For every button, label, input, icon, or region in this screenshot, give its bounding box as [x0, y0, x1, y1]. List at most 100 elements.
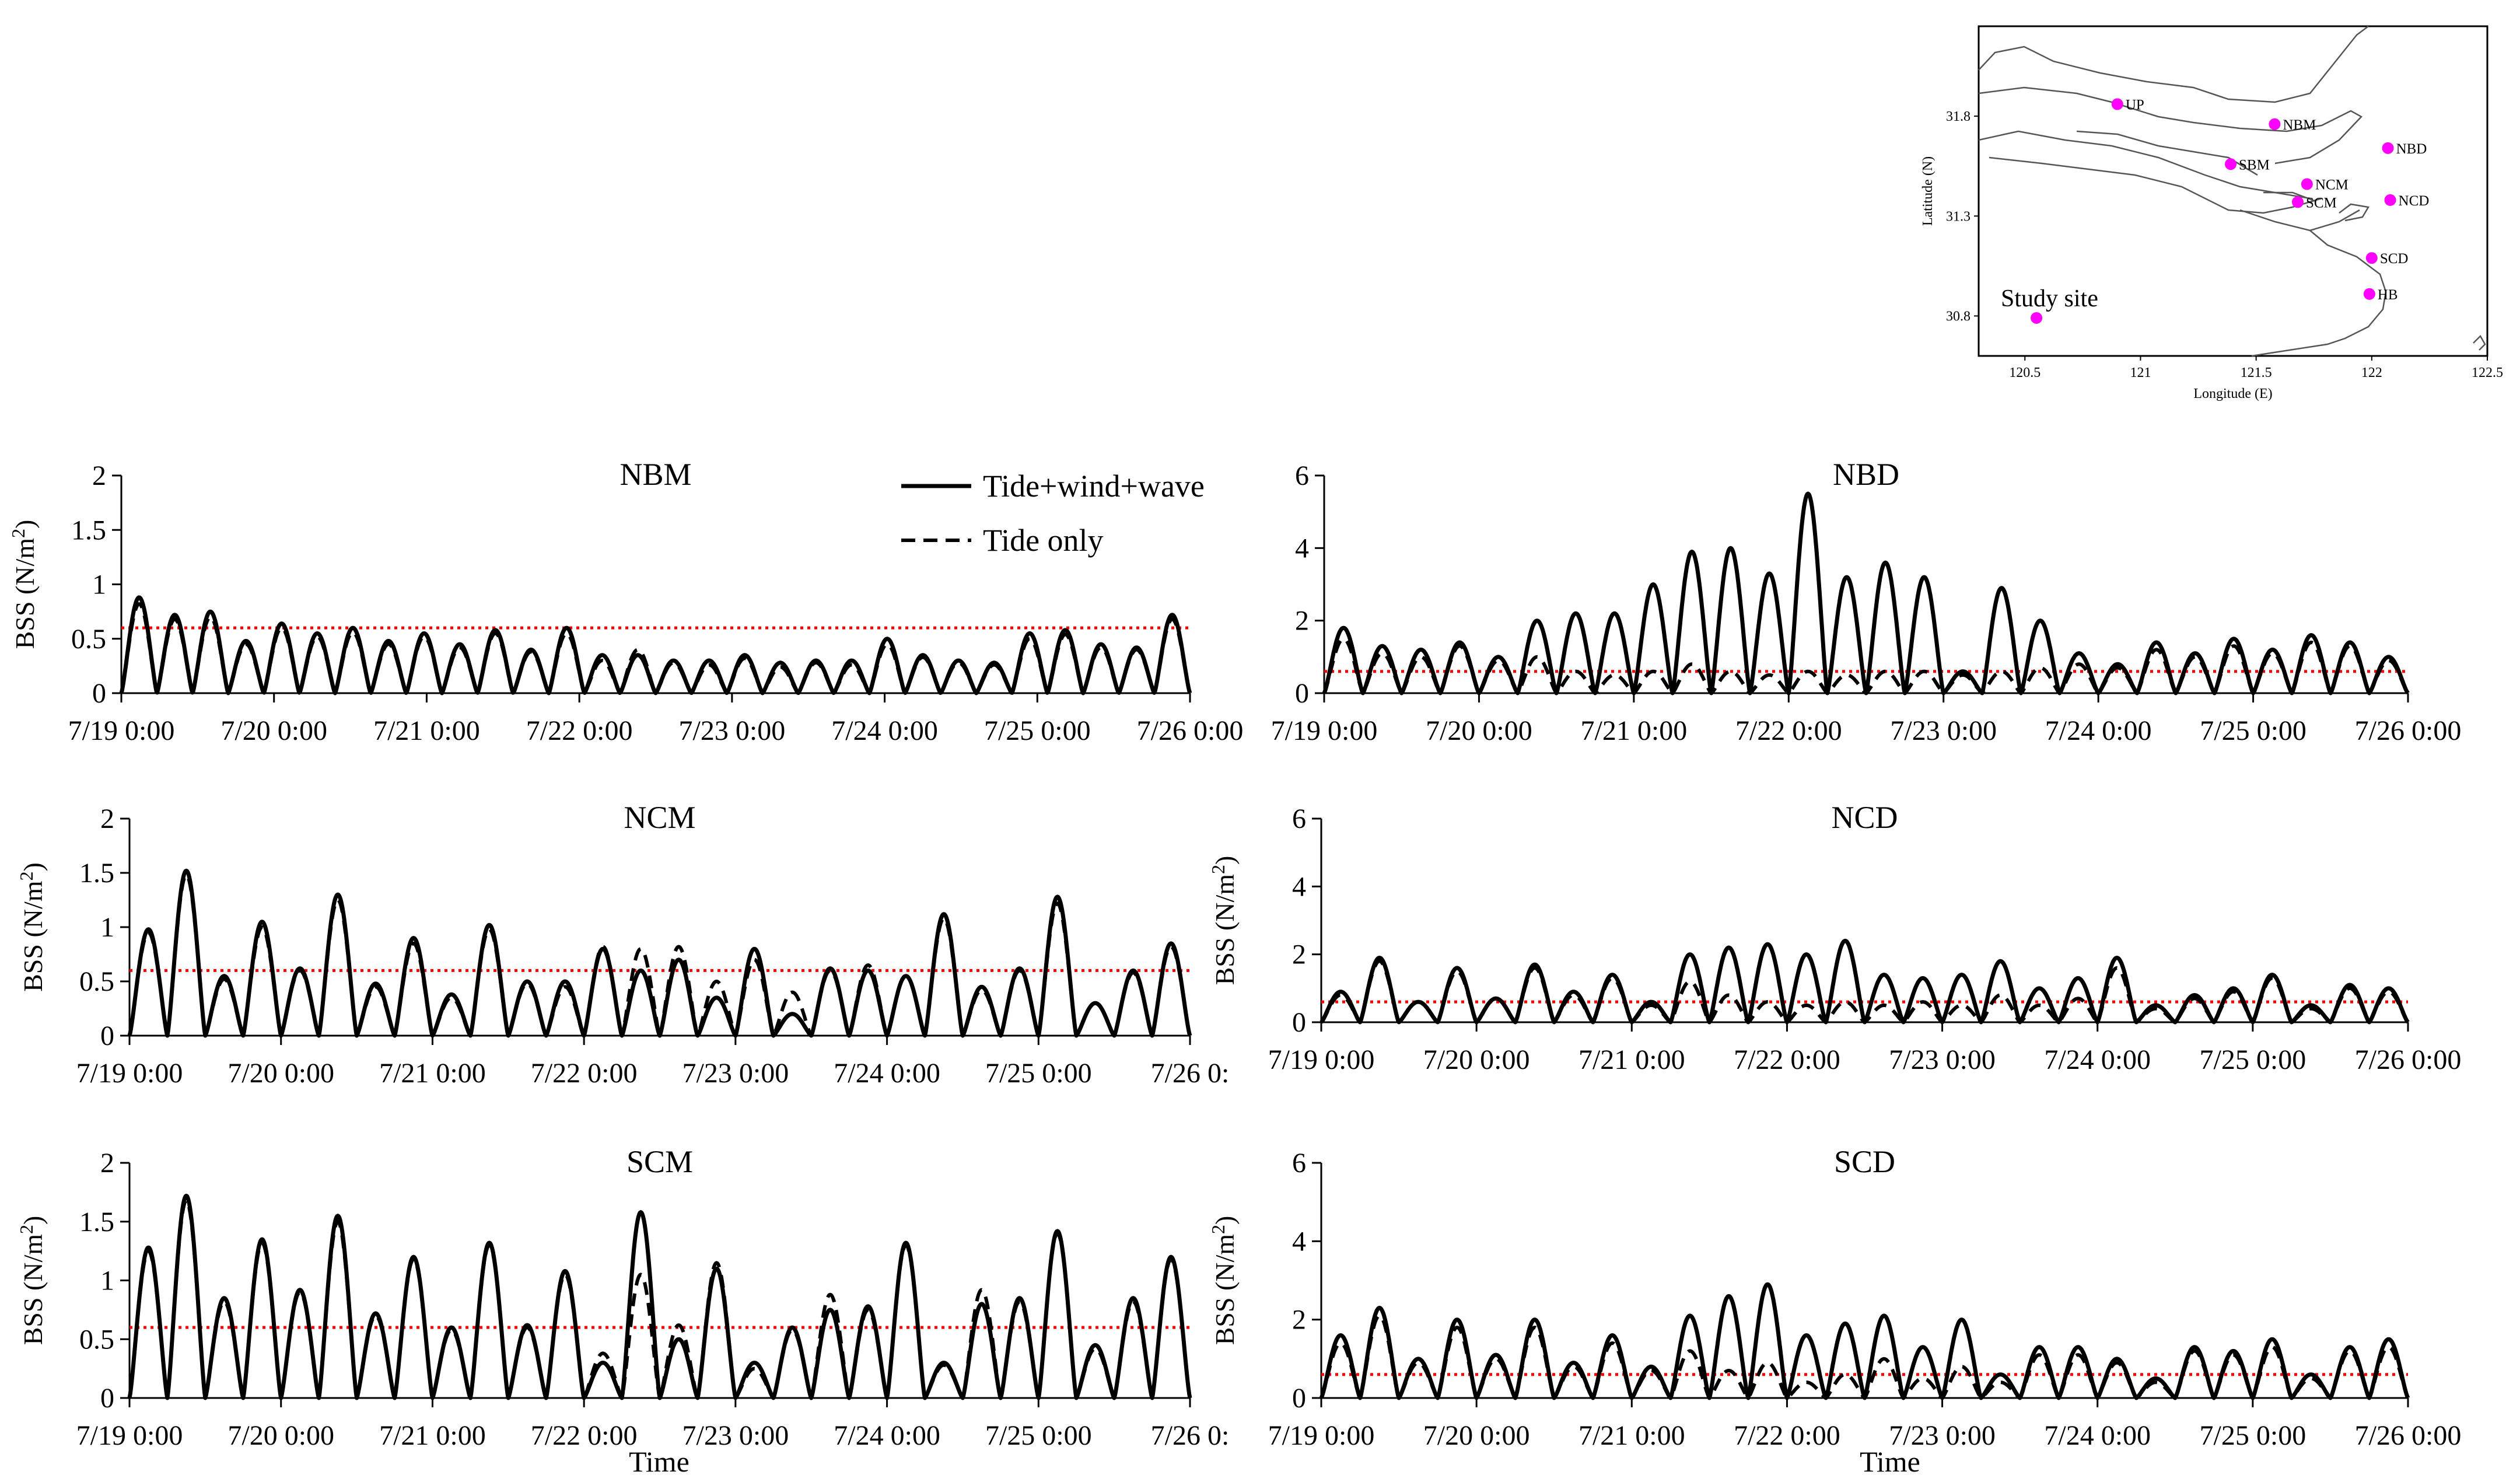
panel-title: SCM [626, 1144, 693, 1179]
study-site-marker [2031, 312, 2043, 324]
coastline [2339, 203, 2370, 222]
y-tick-label: 1 [100, 912, 114, 943]
y-tick-label: 0 [92, 678, 106, 709]
map-x-axis-label: Longitude (E) [2193, 386, 2272, 401]
x-tick-label: 7/22 0:00 [1734, 1420, 1840, 1451]
map-y-axis-label: Latitude (N) [1920, 156, 1936, 226]
coastline [2473, 334, 2486, 351]
x-tick-label: 7/19 0:00 [68, 715, 175, 746]
series-line-tide-only [120, 602, 1192, 695]
x-tick-label: 7/20 0:00 [228, 1420, 334, 1451]
x-tick-label: 7/24 0:00 [834, 1058, 940, 1089]
x-tick-label: 7/26 0:00 [2355, 1420, 2462, 1451]
x-tick-label: 7/21 0:00 [1578, 1044, 1685, 1075]
x-tick-label: 7/23 0:00 [682, 1058, 789, 1089]
x-tick-label: 7/23 0:00 [1889, 1420, 1996, 1451]
study-site-label: Study site [2001, 285, 2098, 312]
y-tick-label: 1 [92, 569, 106, 600]
x-tick-label: 7/20 0:00 [1426, 715, 1532, 746]
map-x-tick-label: 122 [2361, 365, 2382, 380]
series-line-tide-only [1320, 959, 2410, 1024]
x-tick-label: 7/22 0:00 [531, 1420, 638, 1451]
series-line-tide-only [128, 873, 1192, 1037]
station-marker-scm [2291, 196, 2304, 208]
x-tick-label: 7/25 0:00 [2200, 1420, 2306, 1451]
y-tick-label: 0 [1295, 678, 1309, 709]
x-tick-label: 7/22 0:00 [526, 715, 633, 746]
y-tick-label: 6 [1295, 460, 1309, 491]
station-label-sbm: SBM [2239, 157, 2270, 173]
series-line-tide-only [1320, 1313, 2410, 1400]
y-tick-label: 0.5 [79, 1324, 114, 1355]
station-label-scd: SCD [2380, 251, 2409, 267]
station-label-scm: SCM [2306, 195, 2337, 211]
y-tick-label: 2 [1295, 606, 1309, 637]
y-tick-label: 2 [1292, 939, 1306, 970]
station-marker-hb [2363, 288, 2375, 300]
x-tick-label: 7/26 0:00 [1137, 715, 1244, 746]
station-label-nbm: NBM [2283, 117, 2316, 133]
x-tick-label: 7/19 0:00 [1268, 1044, 1375, 1075]
y-tick-label: 6 [1292, 1148, 1306, 1179]
x-tick-label: 7/19 0:00 [76, 1058, 183, 1089]
x-tick-label: 7/23 0:00 [682, 1420, 789, 1451]
y-tick-label: 2 [1292, 1305, 1306, 1336]
x-tick-label: 7/19 0:00 [1268, 1420, 1375, 1451]
coastline [1978, 86, 2363, 165]
y-axis-label: BSS (N/m2) [8, 520, 40, 649]
x-tick-label: 7/19 0:00 [76, 1420, 183, 1451]
x-tick-label: 7/26 0: [1151, 1058, 1230, 1089]
x-tick-label: 7/21 0:00 [379, 1420, 486, 1451]
coastline [1978, 26, 2369, 103]
y-tick-label: 4 [1292, 1226, 1306, 1257]
panel-ncd: 0 2 4 6 7/19 0:00 7/20 0:00 7/21 0:00 7/22 0:00… [1208, 800, 2461, 1075]
x-tick-label: 7/23 0:00 [1890, 715, 1997, 746]
y-tick-label: 4 [1292, 871, 1306, 902]
x-tick-label: 7/22 0:00 [531, 1058, 638, 1089]
station-marker-ncd [2384, 194, 2396, 206]
y-tick-label: 0.5 [79, 966, 114, 997]
panel-title: SCD [1834, 1144, 1895, 1179]
y-tick-label: 0 [1292, 1383, 1306, 1414]
y-tick-label: 6 [1292, 803, 1306, 834]
x-tick-label: 7/22 0:00 [1735, 715, 1842, 746]
station-marker-scd [2365, 252, 2378, 264]
x-tick-label: 7/24 0:00 [831, 715, 938, 746]
series-line-tide-wind-wave [1322, 491, 2410, 695]
y-tick-label: 1 [100, 1266, 114, 1296]
x-tick-label: 7/20 0:00 [1423, 1420, 1530, 1451]
series-line-tide-wind-wave [127, 1193, 1192, 1400]
x-tick-label: 7/20 0:00 [1423, 1044, 1530, 1075]
x-axis-label: Time [629, 1445, 690, 1478]
panel-title: NBM [620, 457, 691, 492]
y-tick-label: 2 [92, 460, 106, 491]
y-tick-label: 2 [100, 803, 114, 834]
x-tick-label: 7/20 0:00 [228, 1058, 334, 1089]
x-tick-label: 7/22 0:00 [1734, 1044, 1840, 1075]
y-axis-label: BSS (N/m2) [16, 1216, 48, 1345]
x-tick-label: 7/24 0:00 [2044, 1044, 2151, 1075]
x-axis-label: Time [1860, 1445, 1920, 1478]
x-tick-label: 7/24 0:00 [2044, 1420, 2151, 1451]
station-label-hb: HB [2378, 287, 2398, 303]
station-marker-nbm [2269, 118, 2281, 130]
coastline [2263, 191, 2316, 202]
map-y-tick-label: 31.3 [1946, 209, 1971, 224]
y-axis-label: BSS (N/m2) [1208, 1216, 1240, 1345]
y-tick-label: 1.5 [79, 1207, 114, 1238]
x-tick-label: 7/21 0:00 [1581, 715, 1688, 746]
series-line-tide-wind-wave [119, 595, 1192, 695]
y-axis-label: BSS (N/m2) [16, 862, 48, 992]
panel-title: NCM [624, 800, 695, 835]
station-label-ncm: NCM [2315, 177, 2348, 193]
x-tick-label: 7/25 0:00 [985, 1058, 1092, 1089]
legend-solid-label: Tide+wind+wave [983, 469, 1205, 504]
x-tick-label: 7/23 0:00 [1889, 1044, 1996, 1075]
y-axis-label: BSS (N/m2) [1208, 856, 1240, 985]
station-marker-sbm [2225, 158, 2237, 170]
station-label-nbd: NBD [2396, 141, 2427, 157]
legend-dashed-label: Tide only [983, 523, 1104, 558]
panel-nbm: 0 0.5 1 1.5 2 7/19 0:00 7/20 0:00 7/21 0:00 7/22… [8, 457, 1243, 746]
map-x-tick-label: 121 [2130, 365, 2151, 380]
